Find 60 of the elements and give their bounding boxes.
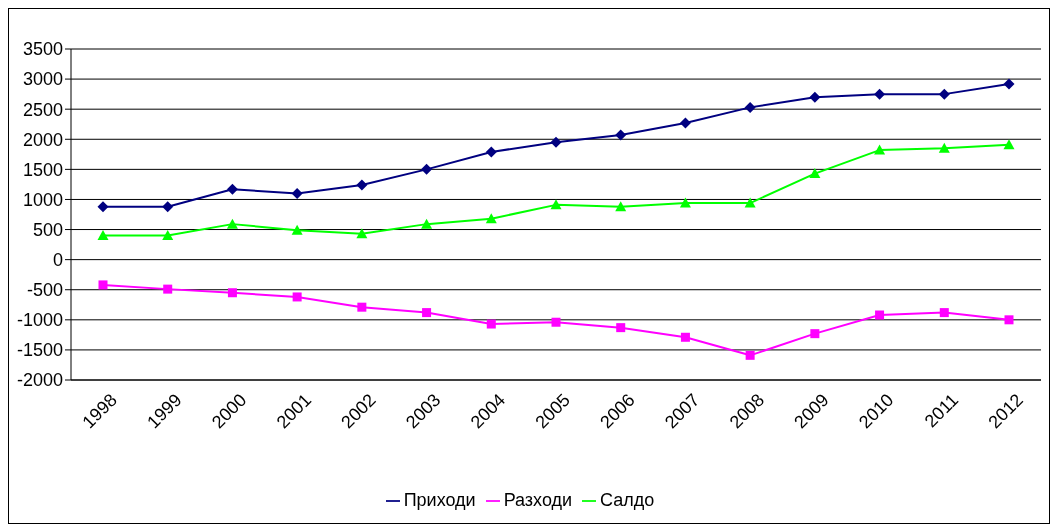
y-tick-label: 1500	[22, 159, 63, 180]
point	[809, 168, 821, 179]
point	[162, 230, 174, 241]
y-tick-label: 1000	[22, 189, 63, 210]
point	[356, 228, 368, 239]
point	[421, 163, 433, 175]
y-tick-label: -500	[26, 280, 63, 301]
point	[292, 292, 302, 302]
y-tick-label: 3500	[22, 39, 63, 60]
y-tick-label: -2000	[16, 370, 63, 391]
point	[616, 323, 626, 333]
point	[938, 88, 950, 100]
point	[98, 280, 108, 290]
point	[97, 201, 109, 213]
point	[421, 218, 433, 229]
point	[809, 91, 821, 103]
point	[615, 201, 627, 212]
point	[875, 310, 885, 320]
point	[1003, 78, 1015, 90]
legend-label: Салдо	[600, 490, 655, 510]
point	[680, 332, 690, 342]
legend-label: Разходи	[503, 490, 573, 510]
y-tick-label: 3000	[22, 69, 63, 90]
point	[745, 350, 755, 360]
y-tick-label: 500	[32, 219, 63, 240]
point	[744, 101, 756, 113]
point	[227, 288, 237, 298]
point	[97, 230, 109, 241]
point	[422, 308, 432, 318]
point	[938, 142, 950, 153]
point	[485, 213, 497, 224]
point	[356, 179, 368, 191]
point	[744, 197, 756, 208]
point	[1003, 139, 1015, 150]
point	[1004, 315, 1014, 325]
point	[226, 183, 238, 195]
point	[615, 129, 627, 141]
point	[550, 199, 562, 210]
point	[874, 88, 886, 100]
y-tick-label: 2000	[22, 129, 63, 150]
point	[291, 187, 303, 199]
point	[550, 136, 562, 148]
point	[486, 319, 496, 329]
point	[162, 201, 174, 213]
legend-label: Приходи	[403, 490, 476, 510]
point	[485, 146, 497, 158]
point	[810, 329, 820, 339]
point	[874, 144, 886, 155]
point	[163, 284, 173, 294]
y-tick-label: -1000	[16, 310, 63, 331]
y-tick-label: 0	[52, 250, 63, 271]
point	[357, 302, 367, 312]
point	[679, 117, 691, 129]
point	[939, 308, 949, 318]
y-tick-label: 2500	[22, 99, 63, 120]
point	[679, 197, 691, 208]
y-tick-label: -1500	[16, 340, 63, 361]
point	[551, 317, 561, 327]
point	[226, 218, 238, 229]
point	[291, 224, 303, 235]
